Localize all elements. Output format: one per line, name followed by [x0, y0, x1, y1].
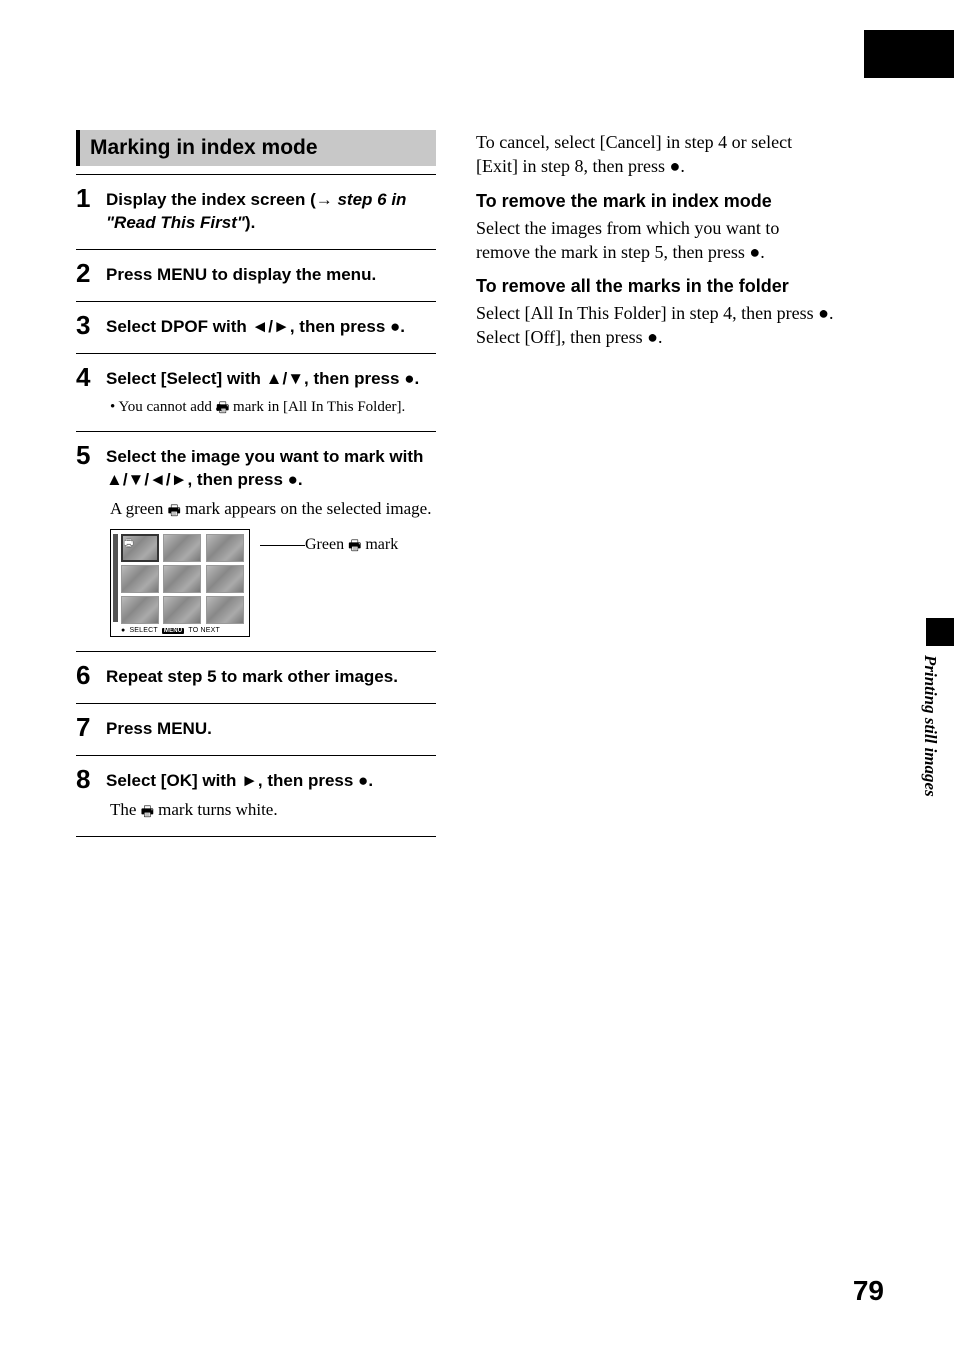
- callout-label: Green 🖶 mark: [305, 535, 398, 554]
- thumbnail: [121, 596, 159, 624]
- step-head: 5 Select the image you want to mark with …: [76, 442, 436, 492]
- side-tab: [926, 618, 954, 646]
- remove-mark-paragraph: Select the images from which you want to…: [476, 216, 836, 265]
- remove-all-paragraph: Select [All In This Folder] in step 4, t…: [476, 301, 836, 350]
- thumbnail: 🖶: [121, 534, 159, 562]
- step-number: 5: [76, 442, 98, 468]
- step-head: 1 Display the index screen (→ step 6 in "…: [76, 185, 436, 235]
- step-note: • You cannot add a 🖶 mark in [All In Thi…: [110, 397, 436, 418]
- step-number: 7: [76, 714, 98, 740]
- print-mark-icon: 🖶: [124, 536, 133, 553]
- step-number: 8: [76, 766, 98, 792]
- thumbnail: [163, 596, 201, 624]
- step: 5 Select the image you want to mark with …: [76, 431, 436, 651]
- index-screen-diagram: 🖶 ●SELECTMENUTO NEXT Green 🖶 mark: [110, 529, 436, 637]
- step-number: 4: [76, 364, 98, 390]
- left-column: Marking in index mode 1 Display the index…: [76, 130, 436, 837]
- step: 6 Repeat step 5 to mark other images.: [76, 651, 436, 703]
- corner-tab: [864, 30, 954, 78]
- remove-mark-heading: To remove the mark in index mode: [476, 191, 836, 212]
- step-number: 3: [76, 312, 98, 338]
- step: 7 Press MENU.: [76, 703, 436, 755]
- index-screen-box: 🖶 ●SELECTMENUTO NEXT: [110, 529, 250, 637]
- step-instruction: Select [Select] with ▲/▼, then press ●.: [106, 364, 419, 391]
- step-instruction: Press MENU to display the menu.: [106, 260, 376, 287]
- side-section-label: Printing still images: [920, 655, 940, 797]
- step-head: 4 Select [Select] with ▲/▼, then press ●.: [76, 364, 436, 391]
- step-instruction: Select the image you want to mark with ▲…: [106, 442, 436, 492]
- callout: Green 🖶 mark: [260, 529, 398, 554]
- thumbnail: [163, 534, 201, 562]
- step-head: 7 Press MENU.: [76, 714, 436, 741]
- callout-line: [260, 545, 305, 546]
- step-instruction: Repeat step 5 to mark other images.: [106, 662, 398, 689]
- step-sub-text: A green 🖶 mark appears on the selected i…: [110, 498, 436, 521]
- page-content: Marking in index mode 1 Display the index…: [76, 130, 876, 837]
- step-head: 6 Repeat step 5 to mark other images.: [76, 662, 436, 689]
- step-number: 1: [76, 185, 98, 211]
- thumbnail: [206, 534, 244, 562]
- right-column: To cancel, select [Cancel] in step 4 or …: [476, 130, 836, 837]
- thumbnail: [206, 565, 244, 593]
- step-number: 6: [76, 662, 98, 688]
- step-number: 2: [76, 260, 98, 286]
- step-instruction: Select DPOF with ◄/►, then press ●.: [106, 312, 405, 339]
- cancel-paragraph: To cancel, select [Cancel] in step 4 or …: [476, 130, 836, 179]
- step-head: 2 Press MENU to display the menu.: [76, 260, 436, 287]
- step-head: 3 Select DPOF with ◄/►, then press ●.: [76, 312, 436, 339]
- step: 3 Select DPOF with ◄/►, then press ●.: [76, 301, 436, 353]
- step-instruction: Display the index screen (→ step 6 in "R…: [106, 185, 436, 235]
- step-sub-text: The 🖶 mark turns white.: [110, 799, 436, 822]
- thumbnail: [121, 565, 159, 593]
- thumbnail: [206, 596, 244, 624]
- remove-all-heading: To remove all the marks in the folder: [476, 276, 836, 297]
- step: 1 Display the index screen (→ step 6 in "…: [76, 174, 436, 249]
- page-number: 79: [853, 1275, 884, 1307]
- step: 4 Select [Select] with ▲/▼, then press ●.…: [76, 353, 436, 431]
- section-header: Marking in index mode: [76, 130, 436, 166]
- step: 8 Select [OK] with ►, then press ●. The 🖶 …: [76, 755, 436, 837]
- index-footer: ●SELECTMENUTO NEXT: [121, 627, 245, 634]
- step-head: 8 Select [OK] with ►, then press ●.: [76, 766, 436, 793]
- index-scrollbar: [113, 534, 118, 622]
- thumbnail: [163, 565, 201, 593]
- step-instruction: Select [OK] with ►, then press ●.: [106, 766, 373, 793]
- step-instruction: Press MENU.: [106, 714, 212, 741]
- step: 2 Press MENU to display the menu.: [76, 249, 436, 301]
- thumbnail-grid: 🖶: [121, 534, 245, 624]
